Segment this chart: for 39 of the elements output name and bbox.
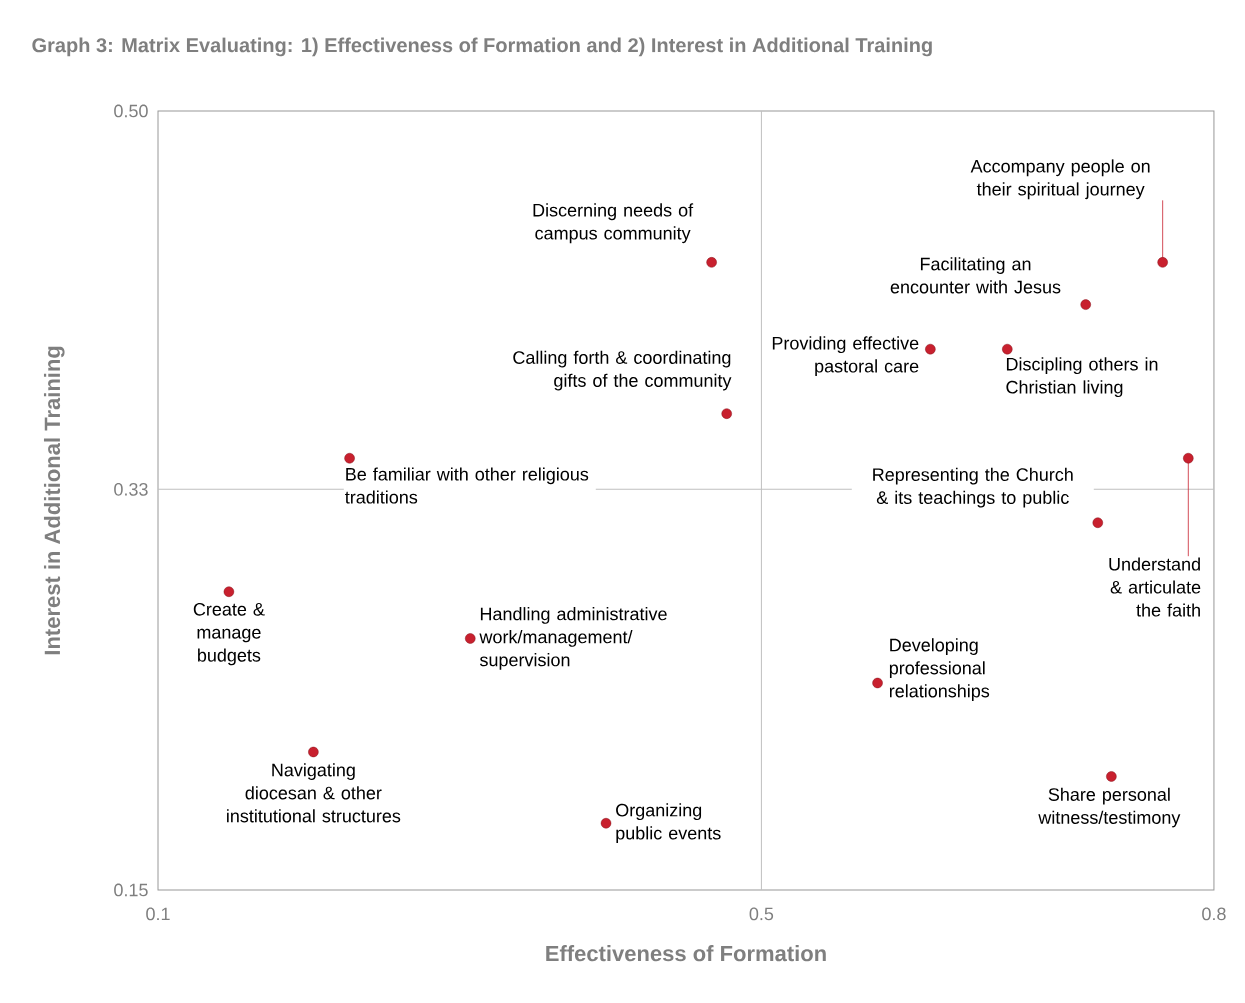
point (706, 257, 717, 268)
annotation: Navigating diocesan & other institutional structures (227, 763, 401, 823)
annotation: Organizing public events (616, 803, 721, 844)
annotation: Calling forth & coordinating gifts of the community (513, 350, 732, 391)
point (600, 818, 612, 829)
y-axis-title: Interest in Additional Training (43, 346, 65, 655)
point (308, 746, 319, 758)
annotation: Developing professional relationships (889, 638, 990, 701)
point (1157, 257, 1168, 268)
point (872, 677, 883, 689)
point (1080, 299, 1091, 310)
point (344, 453, 355, 464)
annotation: Discerning needs of campus community (533, 203, 694, 244)
point (925, 343, 936, 355)
x-tick-label: 0.8 (1202, 907, 1226, 921)
annotation: Create & manage budgets (193, 602, 265, 666)
annotation: Be familiar with other religious traditions (345, 467, 589, 504)
x-tick-label: 0.1 (146, 907, 170, 921)
point (223, 586, 235, 597)
annotation: Representing the Church & its teachings to public (873, 467, 1073, 508)
y-tick-label: 0.50 (114, 104, 148, 118)
point (1183, 453, 1194, 464)
point (465, 633, 476, 644)
annotation: Providing effective pastoral care (772, 336, 919, 377)
y-tick-label: 0.33 (114, 482, 148, 496)
x-tick-label: 0.5 (749, 907, 774, 921)
point (721, 408, 732, 419)
annotation: Facilitating an encounter with Jesus (890, 257, 1061, 294)
annotation: Understand & articulate the faith (1109, 557, 1201, 617)
annotation: Discipling others in Christian living (1006, 357, 1158, 398)
annotation: Accompany people on their spiritual journey (970, 159, 1150, 200)
x-axis-title: Effectiveness of Formation (546, 945, 826, 962)
annotation: Share personal witness/testimony (1038, 787, 1181, 828)
y-tick-label: 0.15 (114, 883, 148, 897)
point (1106, 771, 1117, 782)
chart-title: Graph 3: Matrix Evaluating: 1) Effectiveness of Formation and 2) Interest in Additional Training (32, 37, 932, 57)
annotation: Handling administrative work/management/ supervision (479, 607, 667, 670)
point (1092, 517, 1103, 528)
point (1002, 343, 1013, 355)
